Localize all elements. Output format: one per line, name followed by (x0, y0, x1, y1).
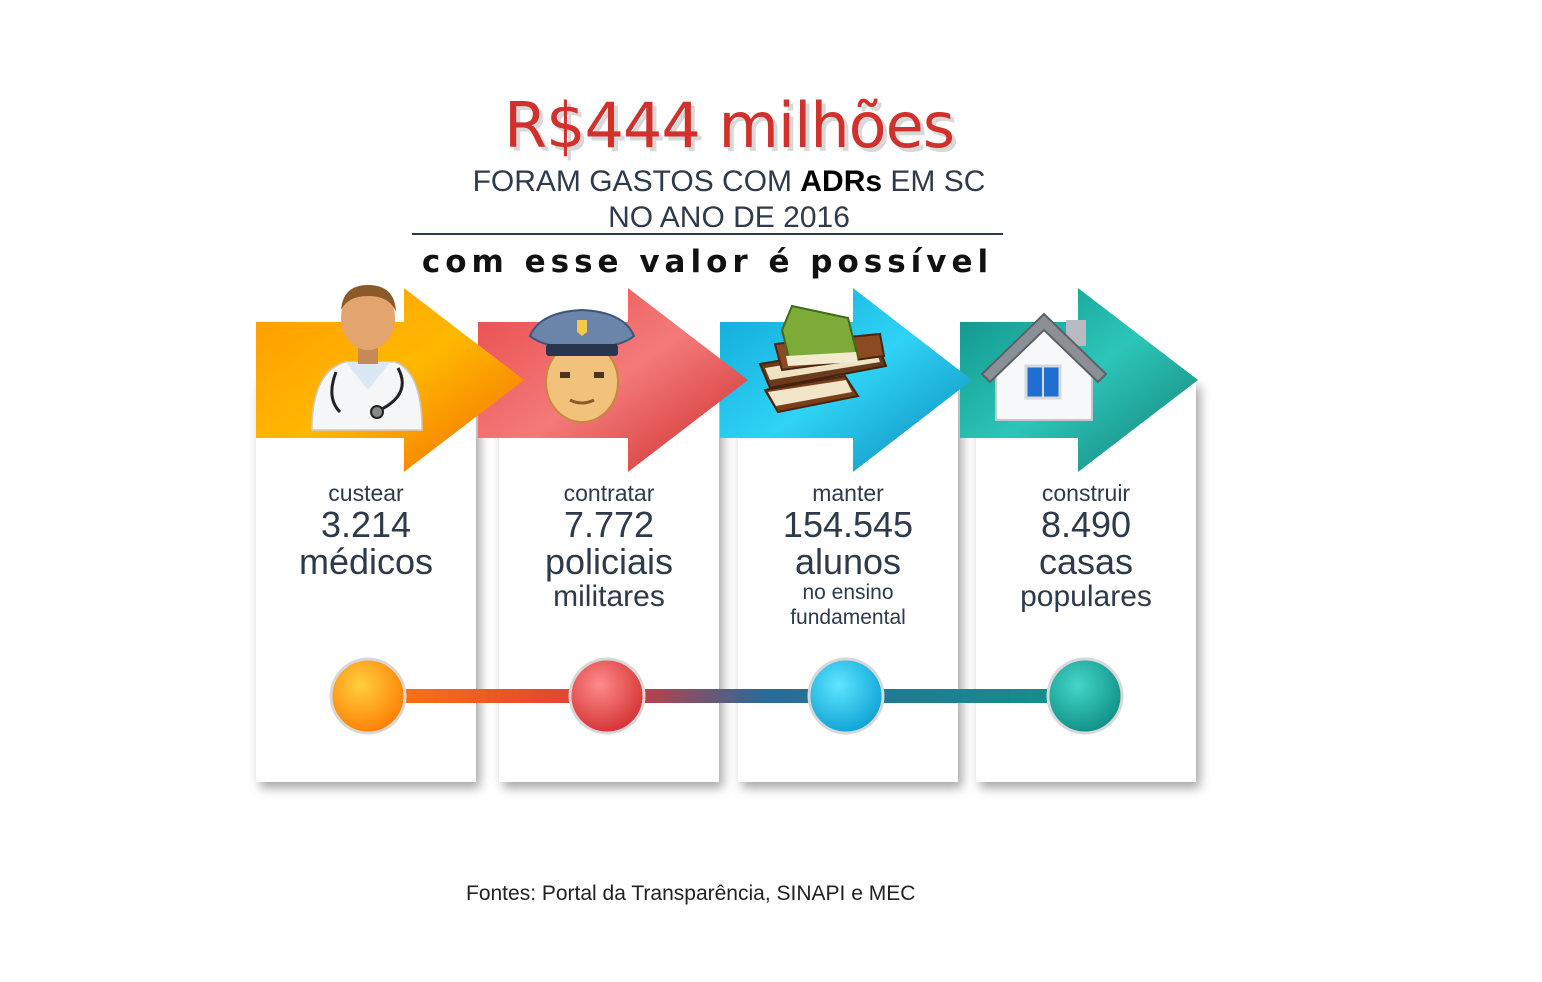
divider (412, 233, 1003, 235)
card-extra-1: no ensino (802, 581, 894, 604)
card-number: 7.772 (563, 504, 655, 545)
card-unit: médicos (298, 541, 434, 582)
timeline-dot-blue (807, 657, 885, 735)
subtitle-line-1: FORAM GASTOS COM ADRs EM SC (472, 165, 986, 198)
possible-caption: com esse valor é possível (421, 244, 994, 280)
card-extra-2: fundamental (790, 606, 906, 629)
police-officer-icon (528, 308, 636, 423)
timeline-dot-red (568, 657, 646, 735)
card-unit: alunos (794, 541, 902, 582)
books-icon (758, 304, 888, 414)
card-number: 154.545 (782, 504, 914, 545)
card-students: manter 154.545 alunos no ensino fundamen… (738, 380, 958, 782)
card-unit-2: populares (1020, 580, 1152, 613)
card-verb: construir (1041, 480, 1131, 506)
card-unit-2: militares (553, 580, 665, 613)
timeline-line (368, 689, 1086, 703)
timeline-dot-orange (329, 657, 407, 735)
adrs-label: ADRs (800, 165, 883, 198)
card-verb: manter (812, 480, 884, 506)
timeline-dot-teal (1046, 657, 1124, 735)
amount-title: R$444 milhões (503, 89, 955, 162)
source-note: Fontes: Portal da Transparência, SINAPI … (466, 882, 916, 905)
card-number: 3.214 (320, 504, 412, 545)
house-icon (980, 312, 1108, 421)
card-verb: contratar (563, 480, 655, 506)
card-unit: policiais (544, 541, 674, 582)
doctor-icon (311, 285, 423, 431)
subtitle-line-2: NO ANO DE 2016 (608, 201, 850, 234)
card-number: 8.490 (1040, 504, 1132, 545)
headline: R$444 milhões FORAM GASTOS COM ADRs EM S… (0, 88, 1458, 236)
card-verb: custear (328, 480, 404, 506)
card-unit: casas (1038, 541, 1134, 582)
